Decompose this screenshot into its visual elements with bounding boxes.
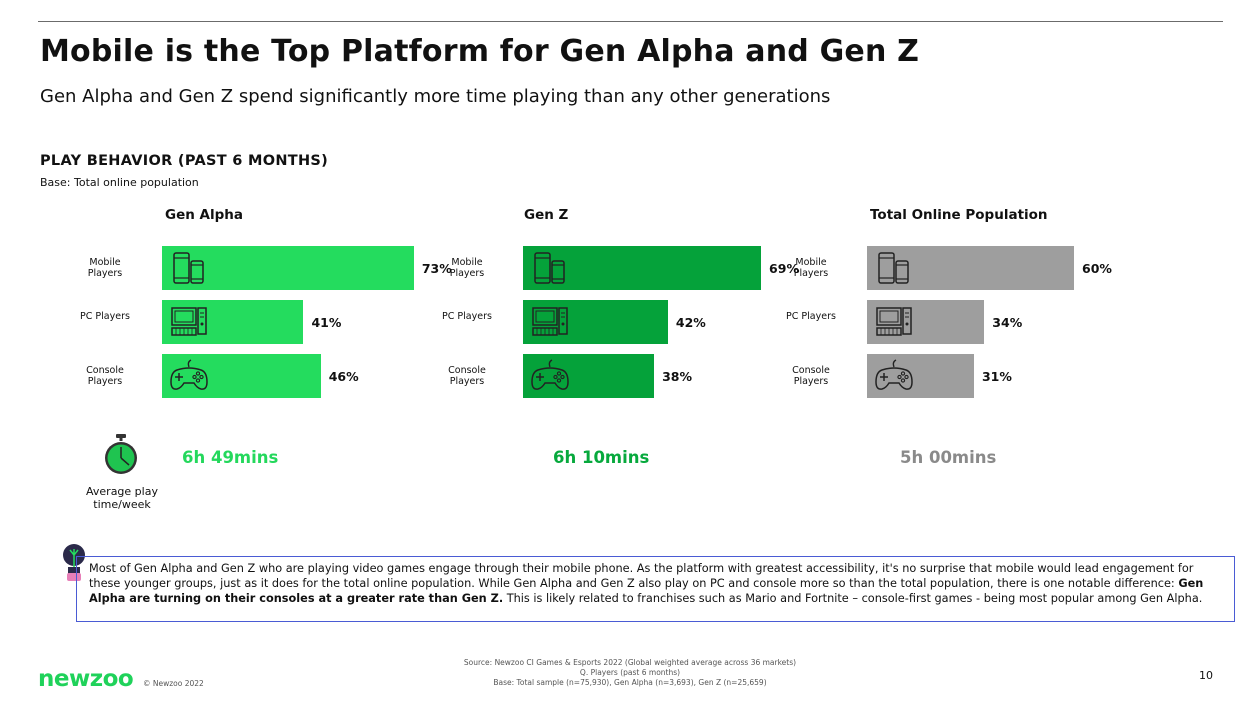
source-line: Base: Total sample (n=75,930), Gen Alpha…	[493, 678, 767, 687]
stopwatch-icon	[105, 434, 137, 474]
chart-title-total-online-population: Total Online Population	[870, 207, 1048, 223]
bar-total-online-population-console	[867, 354, 974, 398]
chart-title-gen-z: Gen Z	[524, 207, 569, 223]
source-line: Q. Players (past 6 months)	[579, 668, 681, 677]
gamepad-icon	[530, 358, 570, 394]
bar-value-label: 41%	[311, 315, 342, 330]
category-label: PC Players	[80, 311, 130, 322]
insight-callout: Most of Gen Alpha and Gen Z who are play…	[76, 556, 1235, 622]
pc-computer-icon	[530, 304, 570, 340]
page-title: Mobile is the Top Platform for Gen Alpha…	[40, 34, 920, 69]
bar-gen-z-mobile	[523, 246, 762, 290]
bar-value-label: 31%	[981, 369, 1012, 384]
category-label: Mobile Players	[793, 257, 829, 279]
callout-text: Most of Gen Alpha and Gen Z who are play…	[89, 562, 1194, 590]
base-note: Base: Total online population	[40, 176, 199, 189]
bar-total-online-population-mobile	[867, 246, 1074, 290]
bar-gen-alpha-mobile	[162, 246, 414, 290]
bar-value-label: 38%	[662, 369, 693, 384]
newzoo-logo: newzoo	[38, 666, 134, 692]
bar-gen-alpha-pc	[162, 300, 304, 344]
category-label: Mobile Players	[87, 257, 123, 279]
source-line: Source: Newzoo CI Games & Esports 2022 (…	[463, 658, 797, 667]
bar-value-label: 42%	[675, 315, 706, 330]
average-play-time-label: Average play time/week	[86, 485, 158, 511]
average-play-time-gen-z: 6h 10mins	[553, 448, 650, 467]
bar-value-label: 69%	[769, 261, 799, 276]
callout-text-end: This is likely related to franchises suc…	[503, 592, 1203, 605]
category-label: Mobile Players	[449, 257, 485, 279]
page-number: 10	[1199, 669, 1213, 682]
section-title: PLAY BEHAVIOR (PAST 6 MONTHS)	[40, 153, 329, 169]
pc-computer-icon	[874, 304, 914, 340]
category-label: PC Players	[442, 311, 492, 322]
category-label: Console Players	[86, 365, 124, 387]
callout-bold-text: Gen Alpha are turning on their consoles …	[89, 577, 1204, 605]
lightbulb-icon	[63, 544, 85, 581]
category-label: Console Players	[448, 365, 486, 387]
source-note: Source: Newzoo CI Games & Esports 2022 (…	[400, 658, 860, 688]
mobile-phones-icon	[530, 250, 570, 286]
bar-value-label: 73%	[421, 261, 452, 276]
mobile-phones-icon	[874, 250, 914, 286]
gamepad-icon	[874, 358, 914, 394]
category-label: PC Players	[786, 311, 836, 322]
bar-value-label: 60%	[1082, 261, 1112, 276]
pc-computer-icon	[169, 304, 209, 340]
category-label: Console Players	[792, 365, 830, 387]
bar-total-online-population-pc	[867, 300, 985, 344]
copyright: © Newzoo 2022	[143, 679, 204, 688]
bar-gen-z-pc	[523, 300, 668, 344]
bar-gen-z-console	[523, 354, 655, 398]
bar-value-label: 34%	[992, 315, 1023, 330]
chart-title-gen-alpha: Gen Alpha	[165, 207, 244, 223]
bar-gen-alpha-console	[162, 354, 321, 398]
mobile-phones-icon	[169, 250, 209, 286]
page-subtitle: Gen Alpha and Gen Z spend significantly …	[40, 86, 831, 107]
bar-value-label: 46%	[328, 369, 359, 384]
gamepad-icon	[169, 358, 209, 394]
average-play-time-gen-alpha: 6h 49mins	[182, 448, 279, 467]
top-rule	[38, 21, 1223, 22]
average-play-time-total-online-population: 5h 00mins	[900, 448, 997, 467]
